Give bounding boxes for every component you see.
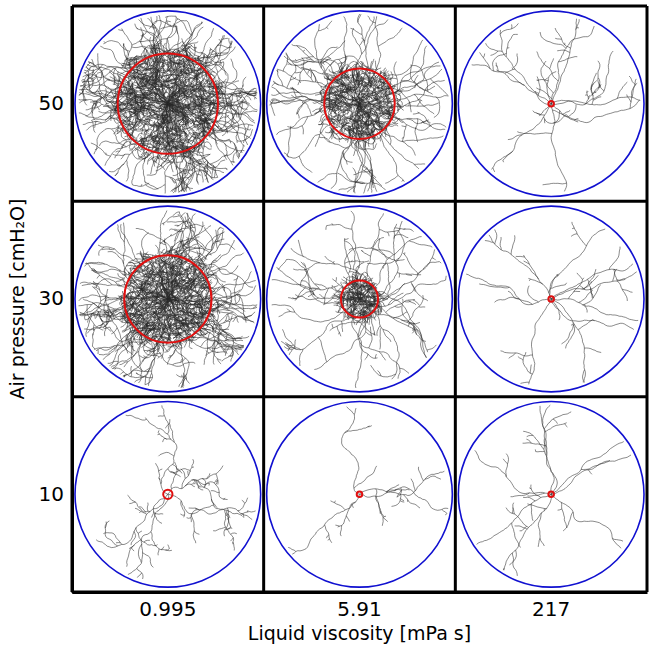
frame-line xyxy=(71,6,74,592)
y-tick: 50 xyxy=(39,91,72,115)
y-tick-label: 30 xyxy=(39,286,64,310)
pattern-group xyxy=(79,15,258,194)
pattern-group xyxy=(288,407,448,554)
panel xyxy=(458,206,644,392)
finger-pattern xyxy=(475,405,631,576)
inner-radius xyxy=(548,492,554,498)
pattern-group xyxy=(79,211,258,388)
panel xyxy=(267,206,453,392)
cell-boundary xyxy=(458,206,644,392)
inner-radius xyxy=(341,280,378,317)
pattern-group xyxy=(96,405,256,579)
panel xyxy=(267,11,453,197)
panel xyxy=(458,11,644,197)
x-tick-label: 217 xyxy=(532,597,570,621)
panel xyxy=(267,402,453,588)
finger-pattern xyxy=(79,15,258,194)
inner-radius xyxy=(163,490,172,499)
pattern-group xyxy=(270,14,449,193)
y-tick-label: 50 xyxy=(39,91,64,115)
inner-radius xyxy=(357,492,363,498)
pattern-group xyxy=(472,19,641,192)
cell-boundary xyxy=(458,402,644,588)
frame-line xyxy=(262,6,265,592)
finger-pattern xyxy=(472,19,641,192)
cell-boundary xyxy=(267,206,453,392)
finger-pattern xyxy=(270,14,449,193)
frame-line xyxy=(454,6,457,592)
cell-boundary xyxy=(458,11,644,197)
cell-boundary xyxy=(75,206,261,392)
finger-pattern xyxy=(96,405,256,579)
x-tick: 217 xyxy=(532,592,570,621)
panel xyxy=(75,206,261,392)
x-tick-label: 5.91 xyxy=(337,597,382,621)
panel xyxy=(458,402,644,588)
figure: 0.995 5.91 217 50 30 10 Liquid viscosity [mPa … xyxy=(0,0,649,648)
x-axis-title: Liquid viscosity [mPa s] xyxy=(248,622,471,644)
finger-pattern xyxy=(288,407,448,554)
inner-radius xyxy=(324,68,395,139)
y-axis: 50 30 10 xyxy=(39,7,73,593)
x-axis: 0.995 5.91 217 xyxy=(73,592,648,621)
y-tick-label: 10 xyxy=(39,482,64,506)
pattern-group xyxy=(272,211,447,388)
inner-radius xyxy=(548,296,554,302)
inner-radius xyxy=(124,255,211,342)
pattern-group xyxy=(475,405,631,576)
frame-line xyxy=(72,200,647,203)
x-axis-line xyxy=(73,591,648,594)
x-tick: 5.91 xyxy=(337,592,382,621)
frame xyxy=(72,6,647,592)
panel xyxy=(75,11,261,197)
y-tick: 10 xyxy=(39,482,72,506)
x-tick: 0.995 xyxy=(139,592,196,621)
y-tick: 30 xyxy=(39,286,72,310)
inner-radius xyxy=(548,101,554,107)
frame-line xyxy=(646,6,649,592)
frame-line xyxy=(72,395,647,398)
panels xyxy=(75,11,644,587)
finger-pattern xyxy=(79,211,258,388)
cell-boundary xyxy=(267,11,453,197)
frame-line xyxy=(72,5,647,8)
cell-boundary xyxy=(75,402,261,588)
pattern-group xyxy=(466,222,638,384)
cell-boundary xyxy=(75,11,261,197)
y-axis-title: Air pressure [cmH₂O] xyxy=(6,199,28,400)
y-axis-line xyxy=(71,7,74,593)
finger-pattern xyxy=(466,222,638,384)
frame-line xyxy=(72,591,647,594)
panel xyxy=(75,402,261,588)
cell-boundary xyxy=(267,402,453,588)
x-tick-label: 0.995 xyxy=(139,597,196,621)
finger-pattern xyxy=(272,211,447,388)
inner-radius xyxy=(118,54,218,154)
